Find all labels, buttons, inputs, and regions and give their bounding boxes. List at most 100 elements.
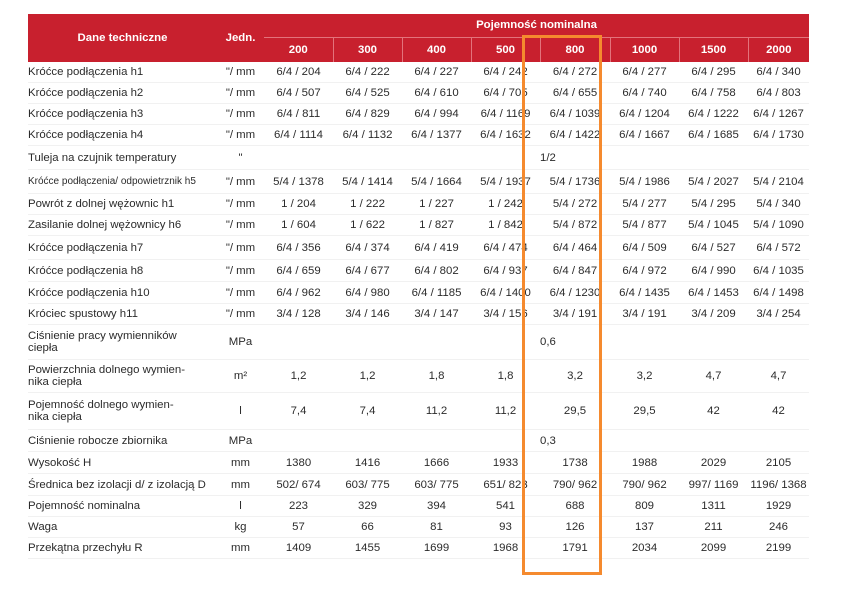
value-cell-500: 3/4 / 156 (471, 303, 540, 325)
value-cell-1500: 211 (679, 516, 748, 538)
unit-cell: "/ mm (217, 124, 264, 146)
value-cell-300: 7,4 (333, 392, 402, 430)
shared-value-cell: 1/2 (540, 145, 810, 170)
param-name: Króćce podłączenia h7 (28, 235, 217, 260)
empty-cell (333, 324, 402, 360)
value-cell-1000: 3/4 / 191 (610, 303, 679, 325)
param-name: Pojemność dolnego wymien-nika ciepła (28, 392, 217, 430)
param-name-line: ciepła (28, 342, 58, 354)
param-name-line: nika ciepła (28, 411, 82, 423)
value-cell-2000: 6/4 / 340 (748, 61, 810, 83)
unit-cell: "/ mm (217, 169, 264, 194)
value-cell-1000: 6/4 / 1667 (610, 124, 679, 146)
value-cell-800: 688 (540, 495, 610, 517)
unit-cell: "/ mm (217, 281, 264, 304)
value-cell-800: 6/4 / 1039 (540, 103, 610, 125)
value-cell-2000: 5/4 / 1090 (748, 214, 810, 236)
value-cell-400: 1666 (402, 451, 471, 474)
param-name-line: Ciśnienie pracy wymienników (28, 330, 177, 342)
value-cell-400: 6/4 / 1185 (402, 281, 471, 304)
value-cell-1500: 6/4 / 295 (679, 61, 748, 83)
value-cell-800: 3/4 / 191 (540, 303, 610, 325)
value-cell-2000: 2199 (748, 537, 810, 559)
param-header: Dane techniczne (28, 14, 217, 62)
value-cell-400: 6/4 / 419 (402, 235, 471, 260)
table-row: Króćce podłączenia h2 "/ mm 6/4 / 507 6/4 /… (28, 82, 810, 104)
value-cell-400: 11,2 (402, 392, 471, 430)
table-header: Dane techniczne Jedn. Pojemność nominaln… (28, 14, 810, 62)
value-cell-1000: 137 (610, 516, 679, 538)
unit-cell: mm (217, 451, 264, 474)
value-cell-800: 29,5 (540, 392, 610, 430)
table-row: Króćce podłączenia/ odpowietrznik h5 "/ m… (28, 169, 810, 194)
value-cell-1500: 2099 (679, 537, 748, 559)
value-cell-500: 1968 (471, 537, 540, 559)
technical-data-table: Dane techniczne Jedn. Pojemność nominaln… (28, 14, 810, 559)
value-cell-400: 1 / 227 (402, 193, 471, 215)
table-row: Tuleja na czujnik temperatury " 1/2 (28, 145, 810, 170)
table-row: Powrót z dolnej wężownic h1 "/ mm 1 / 204 1… (28, 193, 810, 215)
shared-value-cell: 0,3 (540, 429, 810, 452)
value-cell-1000: 6/4 / 509 (610, 235, 679, 260)
value-cell-200: 1409 (264, 537, 333, 559)
value-cell-200: 1 / 604 (264, 214, 333, 236)
value-cell-1000: 6/4 / 740 (610, 82, 679, 104)
value-cell-500: 6/4 / 1169 (471, 103, 540, 125)
value-cell-2000: 4,7 (748, 359, 810, 393)
value-cell-2000: 1929 (748, 495, 810, 517)
param-name: Ciśnienie robocze zbiornika (28, 429, 217, 452)
nominal-capacity-header: Pojemność nominalna (264, 14, 810, 38)
value-cell-2000: 6/4 / 1730 (748, 124, 810, 146)
value-cell-1500: 6/4 / 990 (679, 259, 748, 282)
unit-cell: "/ mm (217, 214, 264, 236)
value-cell-200: 6/4 / 356 (264, 235, 333, 260)
unit-cell: MPa (217, 429, 264, 452)
table-row: Ciśnienie pracy wymienników ciepła MPa 0,6 (28, 324, 810, 360)
value-cell-1500: 997/ 1169 (679, 473, 748, 496)
param-name: Średnica bez izolacji d/ z izolacją D (28, 473, 217, 496)
value-cell-300: 1 / 622 (333, 214, 402, 236)
param-name: Króćce podłączenia h8 (28, 259, 217, 282)
value-cell-800: 3,2 (540, 359, 610, 393)
value-cell-1500: 3/4 / 209 (679, 303, 748, 325)
value-cell-200: 502/ 674 (264, 473, 333, 496)
value-cell-800: 6/4 / 847 (540, 259, 610, 282)
value-cell-500: 6/4 / 474 (471, 235, 540, 260)
param-name: Powrót z dolnej wężownic h1 (28, 193, 217, 215)
value-cell-400: 81 (402, 516, 471, 538)
table-row: Króćce podłączenia h3 "/ mm 6/4 / 811 6/4 /… (28, 103, 810, 125)
value-cell-2000: 1196/ 1368 (748, 473, 810, 496)
value-cell-300: 1416 (333, 451, 402, 474)
value-cell-1000: 790/ 962 (610, 473, 679, 496)
value-cell-800: 6/4 / 272 (540, 61, 610, 83)
unit-cell: "/ mm (217, 103, 264, 125)
value-cell-1500: 6/4 / 758 (679, 82, 748, 104)
value-cell-800: 1738 (540, 451, 610, 474)
value-cell-200: 5/4 / 1378 (264, 169, 333, 194)
value-cell-300: 6/4 / 222 (333, 61, 402, 83)
value-cell-500: 651/ 823 (471, 473, 540, 496)
value-cell-1000: 5/4 / 877 (610, 214, 679, 236)
param-name-line: nika ciepła (28, 376, 82, 388)
value-cell-200: 6/4 / 1114 (264, 124, 333, 146)
value-cell-1000: 809 (610, 495, 679, 517)
param-name: Powierzchnia dolnego wymien-nika ciepła (28, 359, 217, 393)
value-cell-1500: 6/4 / 1222 (679, 103, 748, 125)
param-name: Króćce podłączenia h4 (28, 124, 217, 146)
value-cell-200: 3/4 / 128 (264, 303, 333, 325)
value-cell-500: 1,8 (471, 359, 540, 393)
table-row: Ciśnienie robocze zbiornika MPa 0,3 (28, 429, 810, 452)
param-name: Tuleja na czujnik temperatury (28, 145, 217, 170)
param-name: Króćce podłączenia h1 (28, 61, 217, 83)
value-cell-300: 6/4 / 829 (333, 103, 402, 125)
capacity-header-800: 800 (539, 37, 610, 62)
value-cell-1500: 42 (679, 392, 748, 430)
value-cell-1500: 1311 (679, 495, 748, 517)
table-row: Króćce podłączenia h4 "/ mm 6/4 / 1114 6/4 … (28, 124, 810, 146)
value-cell-500: 1 / 242 (471, 193, 540, 215)
value-cell-1500: 4,7 (679, 359, 748, 393)
value-cell-800: 6/4 / 1422 (540, 124, 610, 146)
empty-cell (402, 429, 471, 452)
